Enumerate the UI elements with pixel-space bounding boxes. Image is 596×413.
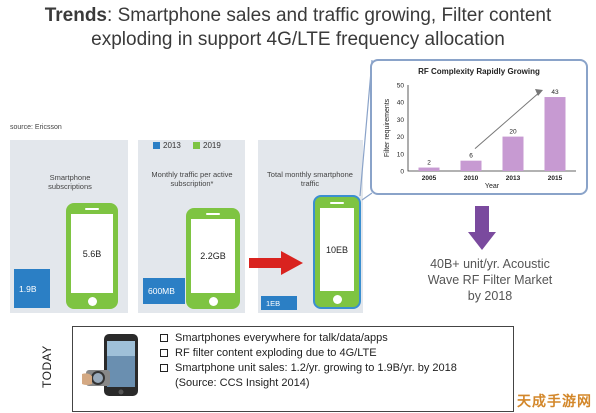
data-label-2013: 20 bbox=[509, 129, 517, 136]
y-axis-label: Filter requirements bbox=[384, 98, 391, 157]
x-tick-label-2010: 2010 bbox=[464, 175, 479, 182]
bar-2013 bbox=[502, 136, 524, 171]
value-2019-total-traffic: 10EB bbox=[320, 208, 354, 291]
title-line2: exploding in support 4G/LTE frequency al… bbox=[91, 29, 505, 50]
down-arrow-icon bbox=[468, 206, 496, 250]
y-tick-label: 40 bbox=[397, 100, 405, 107]
data-label-2005: 2 bbox=[427, 160, 431, 167]
watermark: 天成手游网 bbox=[517, 393, 592, 409]
y-tick-label: 50 bbox=[397, 83, 405, 90]
chart-svg: Filter requirements Year 0 10 20 30 40 50 2 20… bbox=[384, 83, 576, 190]
market-text: 40B+ unit/yr. Acoustic Wave RF Filter Ma… bbox=[400, 256, 580, 304]
page-title: Trends: Smartphone sales and traffic gro… bbox=[0, 4, 596, 52]
y-tick-label: 30 bbox=[397, 117, 405, 124]
source-note: source: Ericsson bbox=[10, 124, 62, 131]
list-item: RF filter content exploding due to 4G/LT… bbox=[160, 346, 520, 361]
red-arrow-icon bbox=[249, 251, 303, 275]
rf-complexity-chart: RF Complexity Rapidly Growing Filter req… bbox=[370, 59, 588, 195]
trend-arrow-head bbox=[535, 89, 543, 97]
data-label-2015: 43 bbox=[551, 89, 559, 96]
market-line3: by 2018 bbox=[467, 289, 513, 303]
market-line1: 40B+ unit/yr. Acoustic bbox=[430, 257, 550, 271]
value-2013-total-traffic: 1EB bbox=[261, 296, 297, 310]
legend-item-2013: 2013 bbox=[153, 141, 181, 150]
list-item: Smartphone unit sales: 1.2/yr. growing t… bbox=[160, 361, 520, 376]
checkbox-icon bbox=[160, 349, 168, 357]
x-tick-label-2015: 2015 bbox=[548, 175, 563, 182]
y-tick-label: 10 bbox=[397, 151, 405, 158]
source-citation: (Source: CCS Insight 2014) bbox=[175, 377, 310, 389]
title-bold: Trends bbox=[44, 5, 108, 26]
bar-2015 bbox=[544, 97, 566, 171]
legend-item-2019: 2019 bbox=[193, 141, 221, 150]
phone-icon: 2.2GB bbox=[186, 208, 240, 309]
device-photo-icon bbox=[82, 334, 138, 396]
y-tick-label: 20 bbox=[397, 134, 405, 141]
panel-label-traffic-per-sub: Monthly traffic per active subscription* bbox=[151, 170, 233, 188]
phone-icon: 5.6B bbox=[66, 203, 118, 309]
checkbox-icon bbox=[160, 364, 168, 372]
value-2019-subscriptions: 5.6B bbox=[71, 214, 113, 293]
list-item: Smartphones everywhere for talk/data/app… bbox=[160, 331, 520, 346]
trend-arrow-line bbox=[474, 90, 542, 150]
x-axis-label: Year bbox=[485, 183, 500, 190]
value-2013-subscriptions: 1.9B bbox=[14, 269, 50, 308]
value-2019-traffic-per-sub: 2.2GB bbox=[191, 219, 235, 293]
market-line2: Wave RF Filter Market bbox=[427, 273, 553, 287]
today-box bbox=[72, 326, 514, 412]
data-label-2010: 6 bbox=[469, 153, 473, 160]
phone-icon: 10EB bbox=[313, 195, 361, 309]
bar-2005 bbox=[418, 167, 440, 171]
checkbox-icon bbox=[160, 334, 168, 342]
today-label: TODAY bbox=[40, 345, 54, 388]
title-line1: : Smartphone sales and traffic growing, … bbox=[107, 5, 552, 26]
panel-label-subscriptions: Smartphone subscriptions bbox=[48, 173, 92, 191]
x-tick-label-2005: 2005 bbox=[422, 175, 437, 182]
legend: 2013 2019 bbox=[153, 141, 231, 150]
y-tick-label: 0 bbox=[400, 169, 404, 176]
bar-2010 bbox=[460, 160, 482, 171]
panel-label-total-traffic: Total monthly smartphone traffic bbox=[267, 170, 353, 188]
legend-swatch bbox=[153, 142, 160, 149]
today-bullets: Smartphones everywhere for talk/data/app… bbox=[160, 331, 520, 390]
x-tick-label-2013: 2013 bbox=[506, 175, 521, 182]
chart-title: RF Complexity Rapidly Growing bbox=[418, 67, 540, 76]
value-2013-traffic-per-sub: 600MB bbox=[143, 278, 185, 304]
legend-swatch bbox=[193, 142, 201, 149]
